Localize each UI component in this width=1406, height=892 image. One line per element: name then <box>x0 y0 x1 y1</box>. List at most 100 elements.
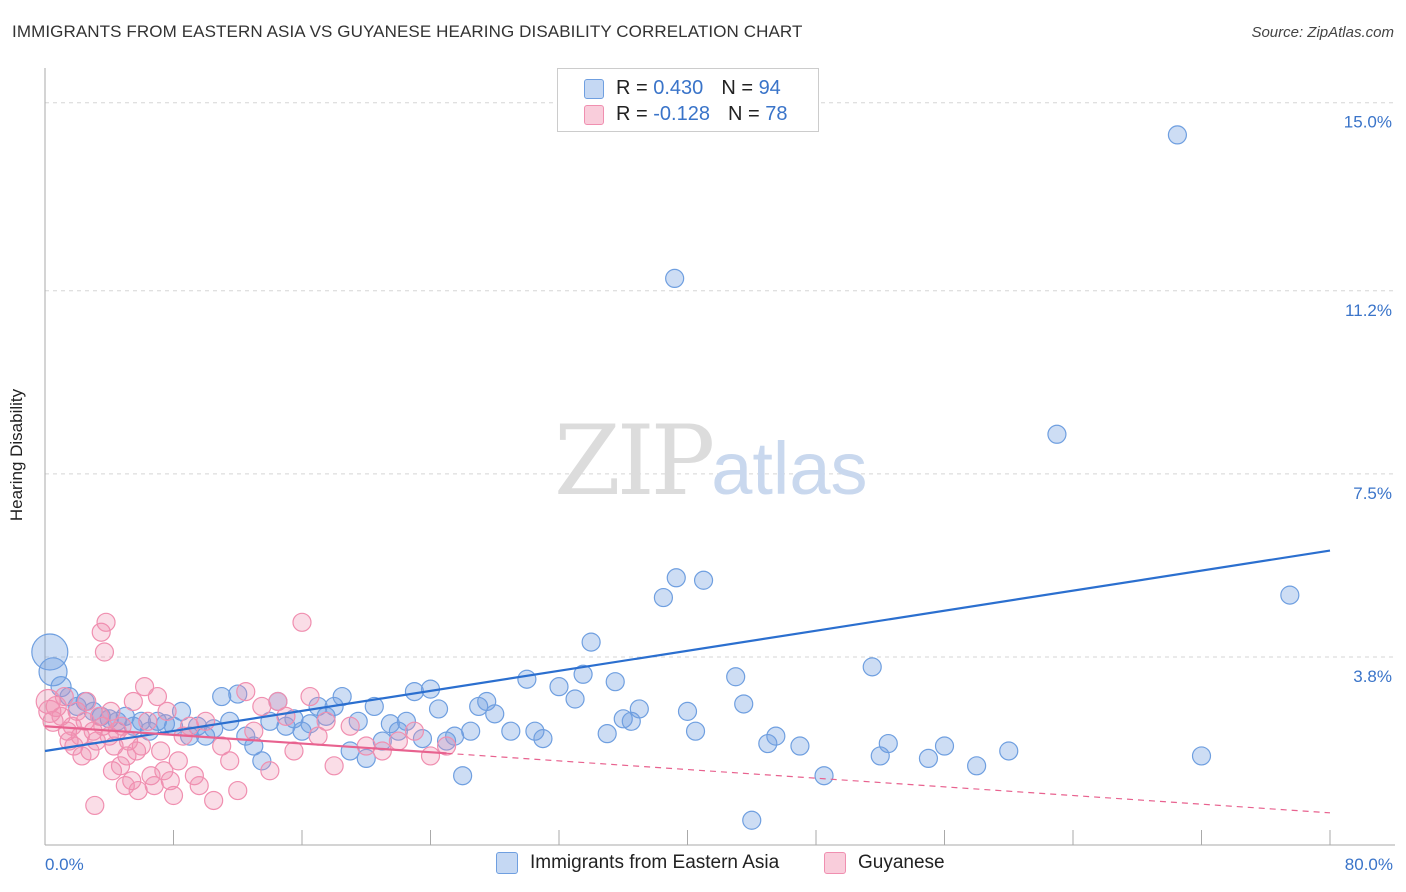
x-tick-label: 0.0% <box>45 855 84 874</box>
y-tick-label: 7.5% <box>1353 484 1392 503</box>
series-swatch-pink <box>824 852 846 874</box>
point-eastern-asia <box>131 711 151 731</box>
point-eastern-asia <box>565 689 585 709</box>
point-eastern-asia <box>364 696 384 717</box>
point-guyanese <box>228 780 248 801</box>
x-tick-label: 80.0% <box>1345 855 1393 874</box>
y-tick-label: 3.8% <box>1353 667 1392 686</box>
trend-line-guyanese-extension <box>446 752 1331 814</box>
point-eastern-asia <box>453 766 473 786</box>
point-guyanese <box>276 706 296 726</box>
point-guyanese <box>340 716 360 736</box>
point-eastern-asia <box>918 748 939 769</box>
point-guyanese <box>110 756 131 776</box>
point-guyanese <box>268 691 288 712</box>
point-eastern-asia <box>726 667 746 687</box>
point-eastern-asia <box>396 711 417 731</box>
point-eastern-asia <box>501 721 521 741</box>
point-eastern-asia <box>1047 424 1067 444</box>
point-eastern-asia <box>549 677 569 697</box>
point-eastern-asia <box>862 657 882 677</box>
point-eastern-asia <box>605 672 625 692</box>
point-guyanese <box>80 741 100 761</box>
point-eastern-asia <box>340 741 360 761</box>
stats-legend: R = 0.430 N = 94 R = -0.128 N = 78 <box>557 68 819 132</box>
point-guyanese <box>236 681 256 702</box>
point-eastern-asia <box>1280 585 1300 605</box>
legend-swatch-pink <box>584 104 604 125</box>
point-guyanese <box>292 612 312 632</box>
point-eastern-asia <box>581 632 601 652</box>
point-guyanese <box>138 711 158 731</box>
point-guyanese <box>244 721 264 741</box>
point-eastern-asia <box>814 766 834 786</box>
point-eastern-asia <box>613 709 633 729</box>
point-eastern-asia <box>380 714 400 734</box>
point-guyanese <box>117 746 137 766</box>
point-guyanese <box>154 761 174 781</box>
point-guyanese <box>54 686 74 707</box>
point-guyanese <box>252 696 272 717</box>
trend-line-eastern-asia <box>44 549 1331 753</box>
point-guyanese <box>115 776 135 796</box>
legend-r-value: -0.128 <box>653 103 710 125</box>
point-guyanese <box>160 771 180 791</box>
point-guyanese <box>131 736 151 756</box>
point-guyanese <box>372 741 392 761</box>
point-eastern-asia <box>228 684 248 704</box>
point-guyanese <box>189 776 209 796</box>
point-guyanese <box>220 751 240 771</box>
source-label: Source: ZipAtlas.com <box>1251 24 1394 41</box>
point-guyanese <box>85 795 105 816</box>
point-guyanese <box>62 716 82 736</box>
point-guyanese <box>168 751 188 771</box>
point-eastern-asia <box>597 724 617 744</box>
point-guyanese <box>316 711 336 731</box>
point-eastern-asia <box>31 633 69 671</box>
point-eastern-asia <box>38 657 68 687</box>
point-eastern-asia <box>388 721 408 741</box>
point-guyanese <box>147 686 168 707</box>
point-guyanese <box>134 677 155 697</box>
point-eastern-asia <box>967 756 987 776</box>
legend-n-value: 94 <box>758 77 781 99</box>
point-eastern-asia <box>212 686 232 707</box>
point-eastern-asia <box>653 587 674 608</box>
point-guyanese <box>420 746 441 766</box>
point-eastern-asia <box>742 810 762 830</box>
point-eastern-asia <box>790 736 810 756</box>
point-guyanese <box>388 731 408 751</box>
point-guyanese <box>94 642 115 662</box>
point-eastern-asia <box>1167 125 1188 145</box>
point-eastern-asia <box>693 570 714 590</box>
point-guyanese <box>45 695 67 718</box>
series-legend-pink: Guyanese <box>824 852 945 874</box>
legend-swatch-blue <box>584 78 604 99</box>
point-guyanese <box>123 691 143 712</box>
y-tick-label: 11.2% <box>1345 301 1392 320</box>
y-tick-label: 15.0% <box>1344 113 1392 132</box>
legend-n-value: 78 <box>765 103 788 125</box>
point-guyanese <box>77 691 97 712</box>
point-guyanese <box>128 780 148 801</box>
point-eastern-asia <box>517 669 537 689</box>
legend-row-pink: R = -0.128 N = 78 <box>584 103 787 126</box>
point-eastern-asia <box>934 736 955 756</box>
point-eastern-asia <box>412 729 433 749</box>
point-eastern-asia <box>171 701 192 721</box>
legend-row-blue: R = 0.430 N = 94 <box>584 77 781 100</box>
point-guyanese <box>184 766 204 786</box>
point-eastern-asia <box>685 721 706 741</box>
point-eastern-asia <box>428 699 449 719</box>
point-guyanese <box>300 686 320 707</box>
point-guyanese <box>157 701 177 721</box>
point-guyanese <box>75 711 95 731</box>
series-name-pink: Guyanese <box>858 852 945 873</box>
point-eastern-asia <box>629 699 649 719</box>
point-eastern-asia <box>573 664 593 684</box>
series-legend-blue: Immigrants from Eastern Asia <box>496 852 779 874</box>
point-guyanese <box>91 622 111 642</box>
point-guyanese <box>179 716 200 736</box>
trend-line-guyanese <box>44 725 447 755</box>
point-guyanese <box>96 612 116 632</box>
